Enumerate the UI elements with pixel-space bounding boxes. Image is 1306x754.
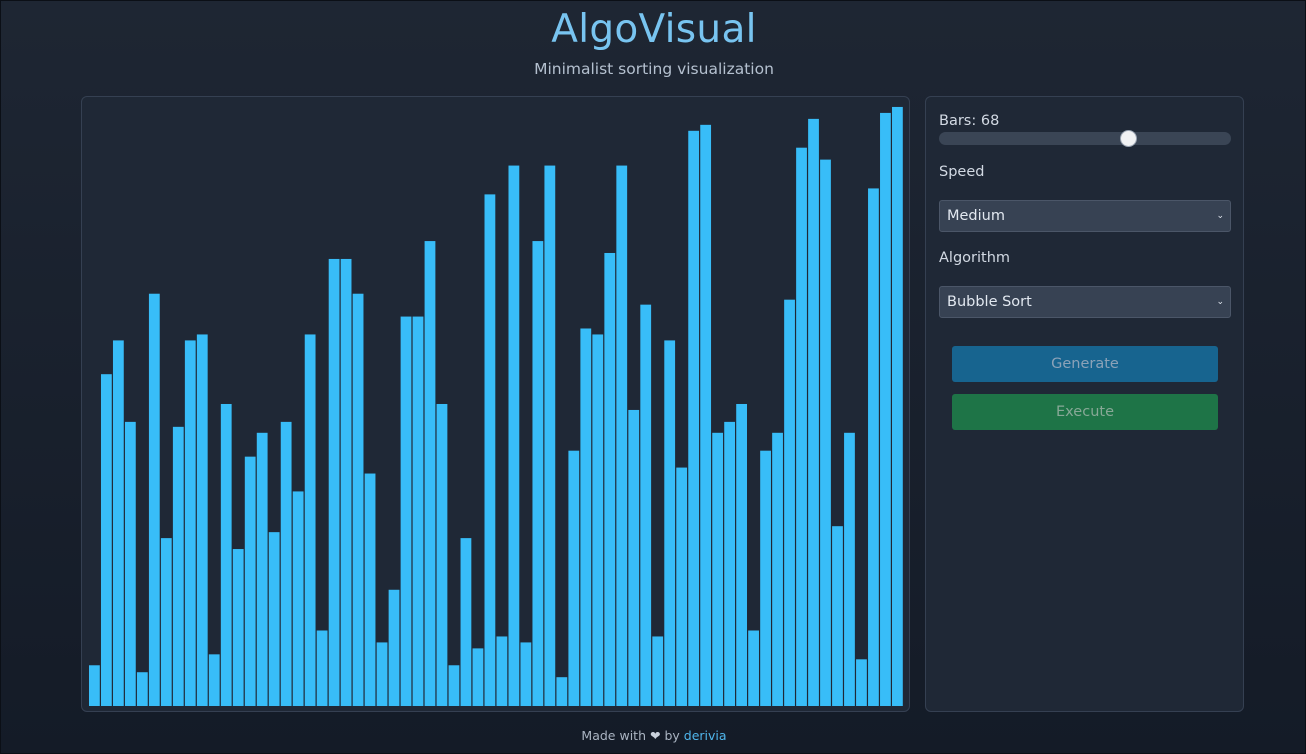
algorithm-select[interactable]: Bubble Sort ⌄ xyxy=(939,286,1231,318)
bar-0 xyxy=(89,665,100,706)
bar-24 xyxy=(377,642,388,706)
bar-15 xyxy=(269,532,280,706)
bar-36 xyxy=(520,642,531,706)
algorithm-label: Algorithm xyxy=(939,250,1010,266)
bar-44 xyxy=(616,166,627,706)
bar-50 xyxy=(688,131,699,706)
bar-57 xyxy=(772,433,783,706)
bar-34 xyxy=(497,636,508,706)
bar-47 xyxy=(652,636,663,706)
bar-32 xyxy=(473,648,484,706)
bar-25 xyxy=(389,590,400,706)
bar-67 xyxy=(892,107,903,706)
bar-62 xyxy=(832,526,843,706)
bar-29 xyxy=(437,404,448,706)
generate-button[interactable]: Generate xyxy=(952,346,1218,382)
bar-42 xyxy=(592,334,603,706)
bar-18 xyxy=(305,334,316,706)
bar-52 xyxy=(712,433,723,706)
bar-48 xyxy=(664,340,675,706)
bar-54 xyxy=(736,404,747,706)
bar-38 xyxy=(544,166,555,706)
bar-1 xyxy=(101,374,112,706)
bar-63 xyxy=(844,433,855,706)
footer-made-with: Made with xyxy=(581,728,646,743)
footer: Made with ❤ by derivia xyxy=(1,728,1306,743)
bar-22 xyxy=(353,294,364,706)
bar-35 xyxy=(508,166,519,706)
author-link[interactable]: derivia xyxy=(684,728,727,743)
bar-59 xyxy=(796,148,807,706)
bar-43 xyxy=(604,253,615,706)
bar-2 xyxy=(113,340,124,706)
execute-button[interactable]: Execute xyxy=(952,394,1218,430)
bar-46 xyxy=(640,305,651,706)
bar-66 xyxy=(880,113,891,706)
bar-19 xyxy=(317,631,328,707)
bar-26 xyxy=(401,317,412,706)
bar-37 xyxy=(532,241,543,706)
app-subtitle: Minimalist sorting visualization xyxy=(1,60,1306,78)
footer-by: by xyxy=(664,728,679,743)
bar-9 xyxy=(197,334,208,706)
speed-select-value: Medium xyxy=(947,208,1005,224)
bar-5 xyxy=(149,294,160,706)
bar-14 xyxy=(257,433,268,706)
bar-8 xyxy=(185,340,196,706)
chevron-down-icon: ⌄ xyxy=(1216,201,1224,231)
controls-panel: Bars: 68 Speed Medium ⌄ Algorithm Bubble… xyxy=(925,96,1244,712)
bar-11 xyxy=(221,404,232,706)
visualization-panel xyxy=(81,96,910,712)
bar-58 xyxy=(784,300,795,706)
bar-45 xyxy=(628,410,639,706)
bar-41 xyxy=(580,328,591,706)
chevron-down-icon: ⌄ xyxy=(1216,287,1224,317)
bar-55 xyxy=(748,631,759,707)
bar-12 xyxy=(233,549,244,706)
bar-49 xyxy=(676,468,687,706)
speed-label: Speed xyxy=(939,164,984,180)
bar-27 xyxy=(413,317,424,706)
heart-icon: ❤ xyxy=(650,728,660,743)
bar-30 xyxy=(449,665,460,706)
bar-13 xyxy=(245,457,256,706)
algorithm-select-value: Bubble Sort xyxy=(947,294,1032,310)
app-title: AlgoVisual xyxy=(1,7,1306,52)
bar-51 xyxy=(700,125,711,706)
bar-chart xyxy=(82,97,909,711)
bar-64 xyxy=(856,659,867,706)
bar-16 xyxy=(281,422,292,706)
bars-slider[interactable] xyxy=(939,132,1231,145)
bar-4 xyxy=(137,672,148,706)
bar-60 xyxy=(808,119,819,706)
bar-53 xyxy=(724,422,735,706)
bar-61 xyxy=(820,160,831,706)
bar-20 xyxy=(329,259,340,706)
bar-39 xyxy=(556,677,567,706)
bar-31 xyxy=(461,538,472,706)
bar-56 xyxy=(760,451,771,706)
bar-33 xyxy=(485,194,496,706)
bar-65 xyxy=(868,188,879,706)
bar-21 xyxy=(341,259,352,706)
bar-6 xyxy=(161,538,172,706)
bar-40 xyxy=(568,451,579,706)
bar-10 xyxy=(209,654,220,706)
bar-28 xyxy=(425,241,436,706)
bar-23 xyxy=(365,474,376,706)
bars-label: Bars: 68 xyxy=(939,113,999,129)
speed-select[interactable]: Medium ⌄ xyxy=(939,200,1231,232)
slider-thumb[interactable] xyxy=(1120,130,1137,147)
bar-17 xyxy=(293,491,304,706)
bar-3 xyxy=(125,422,136,706)
bar-7 xyxy=(173,427,184,706)
